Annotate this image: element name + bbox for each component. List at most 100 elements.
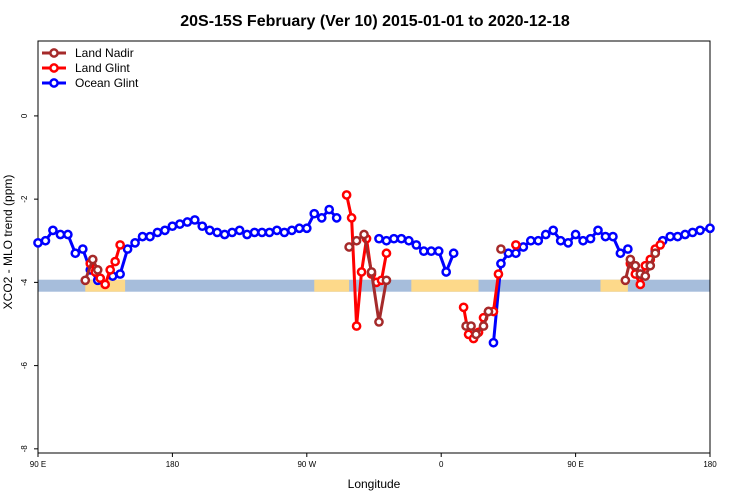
legend-swatch-marker	[49, 63, 59, 73]
land-nadir-point	[381, 275, 392, 286]
ocean-glint-point	[272, 225, 282, 236]
ocean-glint-point	[389, 233, 399, 244]
ocean-glint-point	[488, 337, 499, 348]
ocean-glint-point	[145, 231, 155, 242]
y-tick-label: -4	[20, 278, 29, 286]
land-nadir-point	[650, 248, 661, 259]
ocean-glint-point	[548, 225, 559, 236]
land-glint-point	[115, 240, 125, 250]
ocean-glint-point	[695, 225, 705, 236]
ocean-glint-point	[665, 231, 676, 242]
x-tick-label: 180	[166, 460, 180, 469]
land-glint-point	[493, 269, 504, 279]
land-glint-point	[635, 279, 646, 290]
ocean-glint-point	[418, 246, 429, 257]
ocean-glint-point	[182, 217, 193, 227]
ocean-glint-point	[279, 227, 290, 238]
ocean-glint-point	[48, 225, 58, 236]
plot-frame	[37, 40, 711, 454]
ocean-glint-point	[411, 240, 422, 250]
ocean-glint-point	[687, 227, 698, 238]
land-glint-point	[351, 321, 362, 331]
ocean-glint-point	[324, 204, 335, 215]
land-nadir-point	[471, 329, 481, 340]
series-ocean-glint	[33, 204, 715, 348]
ocean-glint-point	[374, 233, 384, 244]
ocean-glint-point	[316, 213, 327, 223]
ocean-glint-point	[503, 248, 514, 259]
land-glint-point	[346, 213, 357, 223]
ocean-glint-point	[294, 223, 305, 234]
land-nadir-point	[359, 229, 369, 240]
x-axis: 90 E 180 90 W 0 90 E 180	[30, 453, 717, 469]
ocean-glint-point	[441, 267, 452, 277]
ocean-glint-point	[680, 229, 690, 240]
ocean-glint-point	[301, 223, 312, 234]
ocean-glint-point	[70, 248, 81, 259]
ocean-glint-point	[257, 227, 267, 238]
ocean-glint-point	[77, 244, 88, 254]
land-glint-point	[95, 273, 106, 284]
land-nadir-point	[620, 275, 631, 286]
ocean-glint-line	[112, 208, 338, 278]
land-glint-point	[655, 240, 666, 250]
ocean-glint-point	[189, 215, 200, 225]
ocean-glint-point	[264, 227, 275, 238]
ocean-glint-point	[555, 235, 566, 246]
ocean-glint-point	[167, 221, 178, 232]
ocean-glint-point	[525, 235, 536, 246]
ocean-glint-point	[705, 223, 715, 234]
land-glint-point	[110, 256, 121, 267]
ocean-glint-point	[160, 225, 170, 236]
y-tick-label: -8	[20, 445, 29, 453]
land-glint-point	[458, 302, 469, 313]
land-nadir-point	[645, 260, 656, 271]
ocean-glint-point	[242, 229, 252, 240]
land-glint-point	[511, 240, 521, 250]
ocean-glint-point	[137, 231, 148, 242]
y-tick-label: -2	[20, 195, 29, 203]
ocean-glint-point	[331, 213, 342, 223]
ocean-glint-point	[600, 231, 611, 242]
land-nadir-point	[478, 321, 489, 331]
land-nadir-point	[87, 254, 98, 265]
ocean-glint-point	[122, 244, 133, 254]
ocean-glint-point	[55, 229, 66, 240]
land-nadir-point	[466, 321, 476, 331]
ocean-glint-point	[287, 225, 297, 236]
ocean-glint-point	[175, 219, 185, 229]
ocean-glint-point	[433, 246, 444, 257]
ocean-glint-point	[219, 229, 230, 240]
land-nadir-point	[92, 265, 103, 275]
ocean-glint-point	[608, 231, 618, 242]
y-tick-label: 0	[20, 113, 29, 118]
land-glint-point	[105, 265, 116, 275]
ocean-glint-point	[578, 235, 588, 246]
ocean-glint-point	[585, 233, 596, 244]
ocean-glint-point	[197, 221, 208, 232]
ocean-glint-point	[496, 258, 506, 269]
legend-item-ocean-glint: Ocean Glint	[42, 76, 139, 90]
y-axis: 0 -2 -4 -6 -8	[20, 113, 38, 452]
ocean-glint-point	[204, 225, 215, 236]
legend-item-land-nadir: Land Nadir	[42, 46, 134, 60]
land-glint-point	[381, 248, 392, 259]
land-nadir-point	[344, 242, 354, 252]
ocean-glint-point	[563, 237, 573, 248]
x-tick-label: 90 E	[30, 460, 46, 469]
ocean-glint-point	[426, 246, 437, 257]
legend-label: Land Glint	[75, 61, 130, 75]
land-band-3	[600, 279, 628, 292]
land-band-1	[314, 279, 350, 292]
land-glint-point	[341, 190, 352, 200]
series-layer	[33, 190, 715, 348]
ocean-glint-point	[570, 229, 581, 240]
y-axis-label: XCO2 - MLO trend (ppm)	[1, 175, 15, 310]
ocean-glint-point	[533, 235, 544, 246]
x-axis-label: Longitude	[348, 477, 401, 491]
ocean-glint-point	[152, 227, 163, 238]
ocean-glint-point	[448, 248, 459, 259]
ocean-glint-point	[33, 237, 43, 248]
ocean-glint-point	[130, 237, 140, 248]
ocean-glint-point	[511, 248, 521, 259]
